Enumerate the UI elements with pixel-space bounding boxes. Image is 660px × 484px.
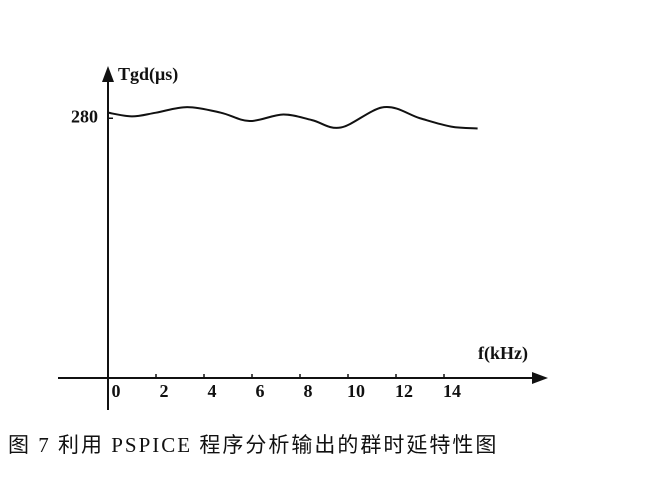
y-axis-arrow <box>102 66 114 82</box>
x-axis-arrow <box>532 372 548 384</box>
x-tick-label: 10 <box>347 381 365 401</box>
x-axis-label: f(kHz) <box>478 343 528 364</box>
x-tick-label: 12 <box>395 381 413 401</box>
line <box>107 106 478 130</box>
x-tick-label: 4 <box>208 381 217 401</box>
y-tick-label: 280 <box>71 106 98 126</box>
caption: 图 7 利用 PSPICE 程序分析输出的群时延特性图 <box>8 433 498 457</box>
x-tick-label: 14 <box>443 381 461 401</box>
x-tick-label: 8 <box>304 381 313 401</box>
x-tick-label: 2 <box>160 381 169 401</box>
x-tick-label: 6 <box>256 381 265 401</box>
y-axis-label: Tgd(μs) <box>118 64 178 85</box>
x-tick-label: 0 <box>112 381 121 401</box>
